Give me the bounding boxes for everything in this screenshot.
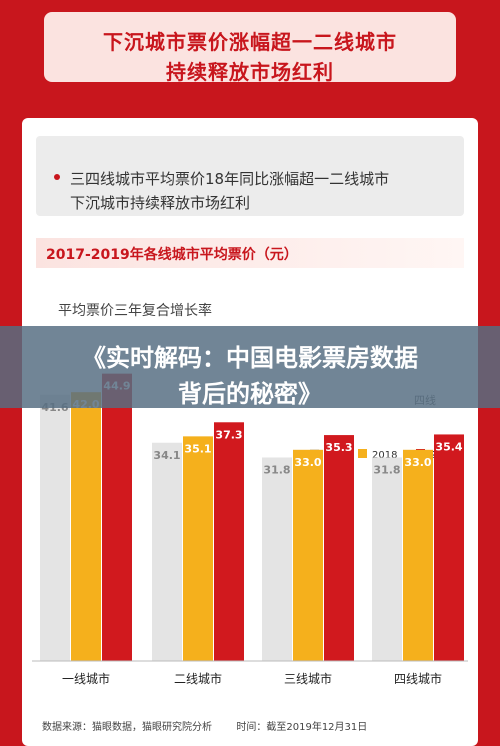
bar-三线城市-2019: [324, 435, 354, 661]
article-title-line1: 《实时解码：中国电影票房数据: [82, 344, 418, 372]
title-banner: 下沉城市票价涨幅超一二线城市 持续释放市场红利: [44, 12, 456, 84]
data-label-四线城市-2019: 35.4: [435, 440, 462, 453]
data-label-三线城市-2018: 33.0: [294, 456, 321, 469]
banner-title-line2: 持续释放市场红利: [166, 60, 334, 84]
data-label-二线城市-2019: 37.3: [215, 428, 242, 441]
article-title-line2: 背后的秘密》: [178, 380, 322, 408]
bar-二线城市-2018: [183, 436, 213, 661]
data-label-三线城市-2019: 35.3: [325, 441, 352, 454]
section-header: 2017-2019年各线城市平均票价（元）: [36, 238, 464, 268]
data-time: 时间：截至2019年12月31日: [236, 722, 368, 733]
data-label-三线城市-2017: 31.8: [263, 463, 290, 476]
data-label-四线城市-2017: 31.8: [373, 463, 400, 476]
section-title: 2017-2019年各线城市平均票价（元）: [46, 247, 298, 263]
legend-swatch-2018: [358, 449, 367, 458]
data-source: 数据来源：猫眼数据，猫眼研究院分析: [42, 722, 212, 733]
bar-一线城市-2017: [40, 394, 70, 661]
category-label-3: 四线城市: [394, 671, 442, 686]
data-label-二线城市-2018: 35.1: [184, 442, 211, 455]
bar-二线城市-2017: [152, 442, 182, 661]
category-label-1: 二线城市: [174, 671, 222, 686]
banner-title-line1: 下沉城市票价涨幅超一二线城市: [103, 30, 397, 54]
footer-source: 数据来源：猫眼数据，猫眼研究院分析 时间：截至2019年12月31日: [42, 718, 367, 733]
bar-三线城市-2018: [293, 449, 323, 661]
bullet-dot-icon: [54, 174, 60, 180]
bar-一线城市-2018: [71, 392, 101, 661]
bar-二线城市-2019: [214, 422, 244, 661]
data-label-二线城市-2017: 34.1: [153, 449, 180, 462]
summary-line1: 三四线城市平均票价18年同比涨幅超一二线城市: [70, 170, 390, 188]
summary-line2: 下沉城市持续释放市场红利: [70, 194, 251, 212]
legend-label-2018: 2018: [372, 450, 397, 461]
category-label-0: 一线城市: [62, 671, 110, 686]
ticket-price-bar-chart: 20172018201941.642.044.9一线城市34.135.137.3…: [32, 373, 468, 686]
content-card: 三四线城市平均票价18年同比涨幅超一二线城市 下沉城市持续释放市场红利 2017…: [22, 118, 478, 746]
bar-四线城市-2018: [403, 449, 433, 661]
bar-四线城市-2019: [434, 434, 464, 661]
cagr-label: 平均票价三年复合增长率: [58, 303, 212, 319]
article-title-overlay[interactable]: 《实时解码：中国电影票房数据 背后的秘密》: [0, 326, 500, 408]
data-label-四线城市-2018: 33.0: [404, 456, 431, 469]
bar-三线城市-2017: [262, 457, 292, 661]
bar-四线城市-2017: [372, 457, 402, 661]
bar-一线城市-2019: [102, 373, 132, 661]
summary-note: 三四线城市平均票价18年同比涨幅超一二线城市 下沉城市持续释放市场红利: [36, 136, 464, 216]
category-label-2: 三线城市: [284, 671, 332, 686]
